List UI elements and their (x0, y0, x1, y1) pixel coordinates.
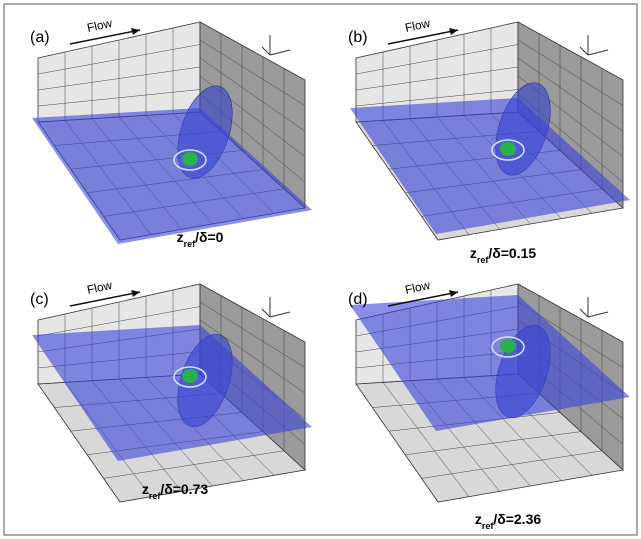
panel-label: (b) (348, 29, 368, 46)
panel-label: (c) (30, 291, 49, 308)
core (500, 339, 516, 353)
panel-label: (a) (30, 29, 50, 46)
panel-label: (d) (348, 291, 368, 308)
caption-symbol: z (475, 511, 482, 527)
caption-text: /δ=0.15 (488, 245, 536, 261)
core (500, 142, 516, 156)
caption-symbol: z (142, 481, 149, 497)
caption-text: /δ=0 (195, 229, 224, 245)
caption-symbol: z (470, 245, 477, 261)
core (182, 152, 198, 166)
caption-text: /δ=0.73 (160, 481, 208, 497)
caption-text: /δ=2.36 (493, 511, 541, 527)
caption-symbol: z (177, 229, 184, 245)
core (182, 369, 198, 383)
figure: Flow(a)zref/δ=0Flow(b)zref/δ=0.15Flow(c)… (0, 0, 641, 539)
